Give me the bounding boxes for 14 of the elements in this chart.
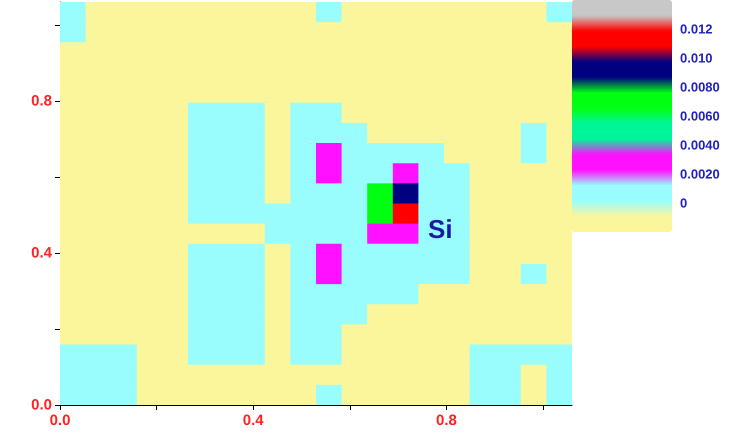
y-tick-label: 0.4 [31, 244, 53, 262]
color-bar-label: 0.0080 [680, 80, 720, 94]
annotation: Si [428, 214, 453, 244]
y-tick-label: 0.0 [31, 396, 52, 414]
color-bar-label: 0.010 [680, 50, 713, 66]
x-tick-label: 0.0 [50, 412, 70, 429]
y-tick-label: 0.8 [31, 92, 52, 110]
color-bar-label: 0 [680, 196, 688, 210]
color-bar-label: 0.0040 [680, 138, 720, 152]
color-bar-label: 0.012 [680, 22, 713, 36]
color-bar-label: 0.0060 [680, 108, 720, 124]
color-bar-label: 0.0020 [680, 166, 720, 182]
x-tick-label: 0.8 [436, 412, 457, 429]
x-tick-label: 0.4 [242, 412, 264, 429]
